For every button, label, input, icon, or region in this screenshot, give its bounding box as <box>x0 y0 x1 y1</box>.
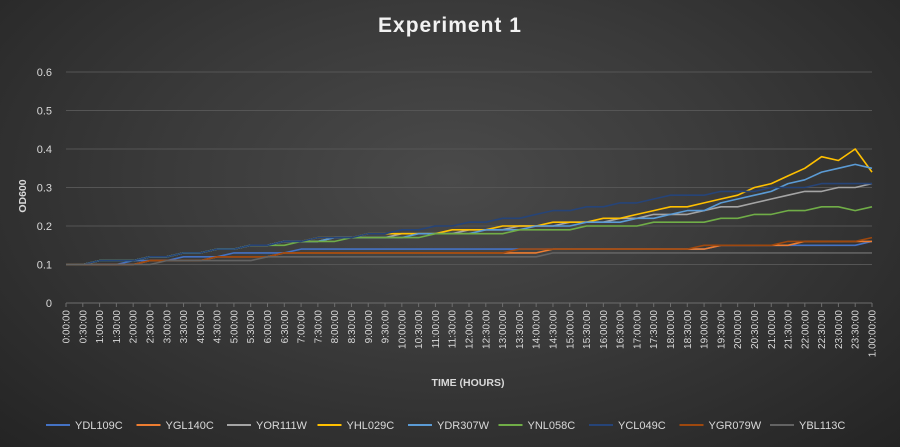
series-lines <box>66 148 873 266</box>
x-tick-label: 5:00:00 <box>229 310 240 344</box>
x-tick-label: 3:00:00 <box>162 310 173 344</box>
legend-label: YDL109C <box>75 420 123 432</box>
x-tick-label: 20:30:00 <box>750 310 761 349</box>
x-tick-label: 7:30:00 <box>313 310 324 344</box>
x-tick-label: 17:00:00 <box>632 310 643 349</box>
x-tick-label: 10:00:00 <box>397 310 408 349</box>
x-tick-label: 1:00:00 <box>95 310 106 344</box>
x-tick-label: 14:30:00 <box>548 310 559 349</box>
x-tick-label: 1.00:00:00 <box>868 310 879 358</box>
x-tick-label: 13:00:00 <box>498 310 509 349</box>
x-tick-label: 15:00:00 <box>565 310 576 349</box>
x-tick-label: 18:30:00 <box>683 310 694 349</box>
x-tick-label: 8:30:00 <box>347 310 358 344</box>
x-tick-label: 23:30:00 <box>851 310 862 349</box>
chart-title: Experiment 1 <box>378 14 522 37</box>
legend-label: YNL058C <box>528 420 576 432</box>
x-tick-label: 13:30:00 <box>515 310 526 349</box>
x-tick-label: 16:30:00 <box>616 310 627 349</box>
legend-label: YBL113C <box>799 420 845 432</box>
legend-label: YCL049C <box>618 420 666 432</box>
x-tick-label: 4:00:00 <box>196 310 207 344</box>
y-tick-label: 0.5 <box>37 106 52 118</box>
legend-label: YGL140C <box>166 420 214 432</box>
series-line-yhl029c <box>66 148 873 266</box>
x-tick-label: 10:30:00 <box>414 310 425 349</box>
x-tick-label: 5:30:00 <box>246 310 257 344</box>
x-tick-label: 8:00:00 <box>330 310 341 344</box>
x-tick-label: 14:00:00 <box>532 310 543 349</box>
x-tick-label: 21:30:00 <box>784 310 795 349</box>
legend: YDL109C YGL140C YOR111W YHL029C YDR307W YNL05… <box>46 420 845 432</box>
gridlines <box>66 71 872 304</box>
y-tick-labels: 0 0.1 0.2 0.3 0.4 0.5 0.6 <box>37 67 52 310</box>
x-tick-label: 18:00:00 <box>666 310 677 349</box>
x-tick-label: 16:00:00 <box>599 310 610 349</box>
x-tick-label: 2:30:00 <box>145 310 156 344</box>
x-tick-label: 9:00:00 <box>364 310 375 344</box>
x-tick-label: 22:00:00 <box>800 310 811 349</box>
x-tick-label: 23:00:00 <box>834 310 845 349</box>
x-tick-label: 0:00:00 <box>62 310 73 344</box>
y-tick-label: 0.4 <box>37 144 52 156</box>
x-tick-label: 20:00:00 <box>733 310 744 349</box>
x-tick-label: 15:30:00 <box>582 310 593 349</box>
y-tick-label: 0.2 <box>37 221 52 233</box>
x-tick-label: 1:30:00 <box>112 310 123 344</box>
x-tick-label: 2:00:00 <box>129 310 140 344</box>
legend-label: YDR307W <box>437 420 490 432</box>
y-tick-label: 0 <box>46 298 52 310</box>
x-tick-label: 21:00:00 <box>767 310 778 349</box>
x-tick-label: 6:00:00 <box>263 310 274 344</box>
x-tick-label: 3:30:00 <box>179 310 190 344</box>
x-tick-label: 12:00:00 <box>465 310 476 349</box>
x-tick-label: 11:30:00 <box>448 310 459 349</box>
x-tick-label: 22:30:00 <box>817 310 828 349</box>
legend-label: YHL029C <box>347 420 395 432</box>
x-tick-label: 7:00:00 <box>297 310 308 344</box>
x-tick-label: 9:30:00 <box>381 310 392 344</box>
series-line-ycl049c <box>66 182 872 266</box>
x-tick-label: 19:30:00 <box>716 310 727 349</box>
x-tick-label: 17:30:00 <box>649 310 660 349</box>
x-tick-label: 0:30:00 <box>78 310 89 344</box>
x-tick-label: 12:30:00 <box>481 310 492 349</box>
x-tick-labels: 0:00:00 0:30:00 1:00:00 1:30:00 2:00:00 2:30:… <box>62 303 879 357</box>
y-tick-label: 0.3 <box>37 183 52 195</box>
x-tick-label: 11:00:00 <box>431 310 442 349</box>
series-line-ynl058c <box>66 206 873 266</box>
y-tick-label: 0.1 <box>37 260 52 272</box>
x-tick-label: 4:30:00 <box>213 310 224 344</box>
legend-label: YGR079W <box>709 420 762 432</box>
legend-label: YOR111W <box>256 420 308 432</box>
series-line-ybl113c <box>66 252 872 266</box>
x-tick-label: 19:00:00 <box>700 310 711 349</box>
x-axis-title: TIME (HOURS) <box>432 377 505 389</box>
y-axis-title: OD600 <box>17 179 29 212</box>
y-tick-label: 0.6 <box>37 67 52 79</box>
x-tick-label: 6:30:00 <box>280 310 291 344</box>
